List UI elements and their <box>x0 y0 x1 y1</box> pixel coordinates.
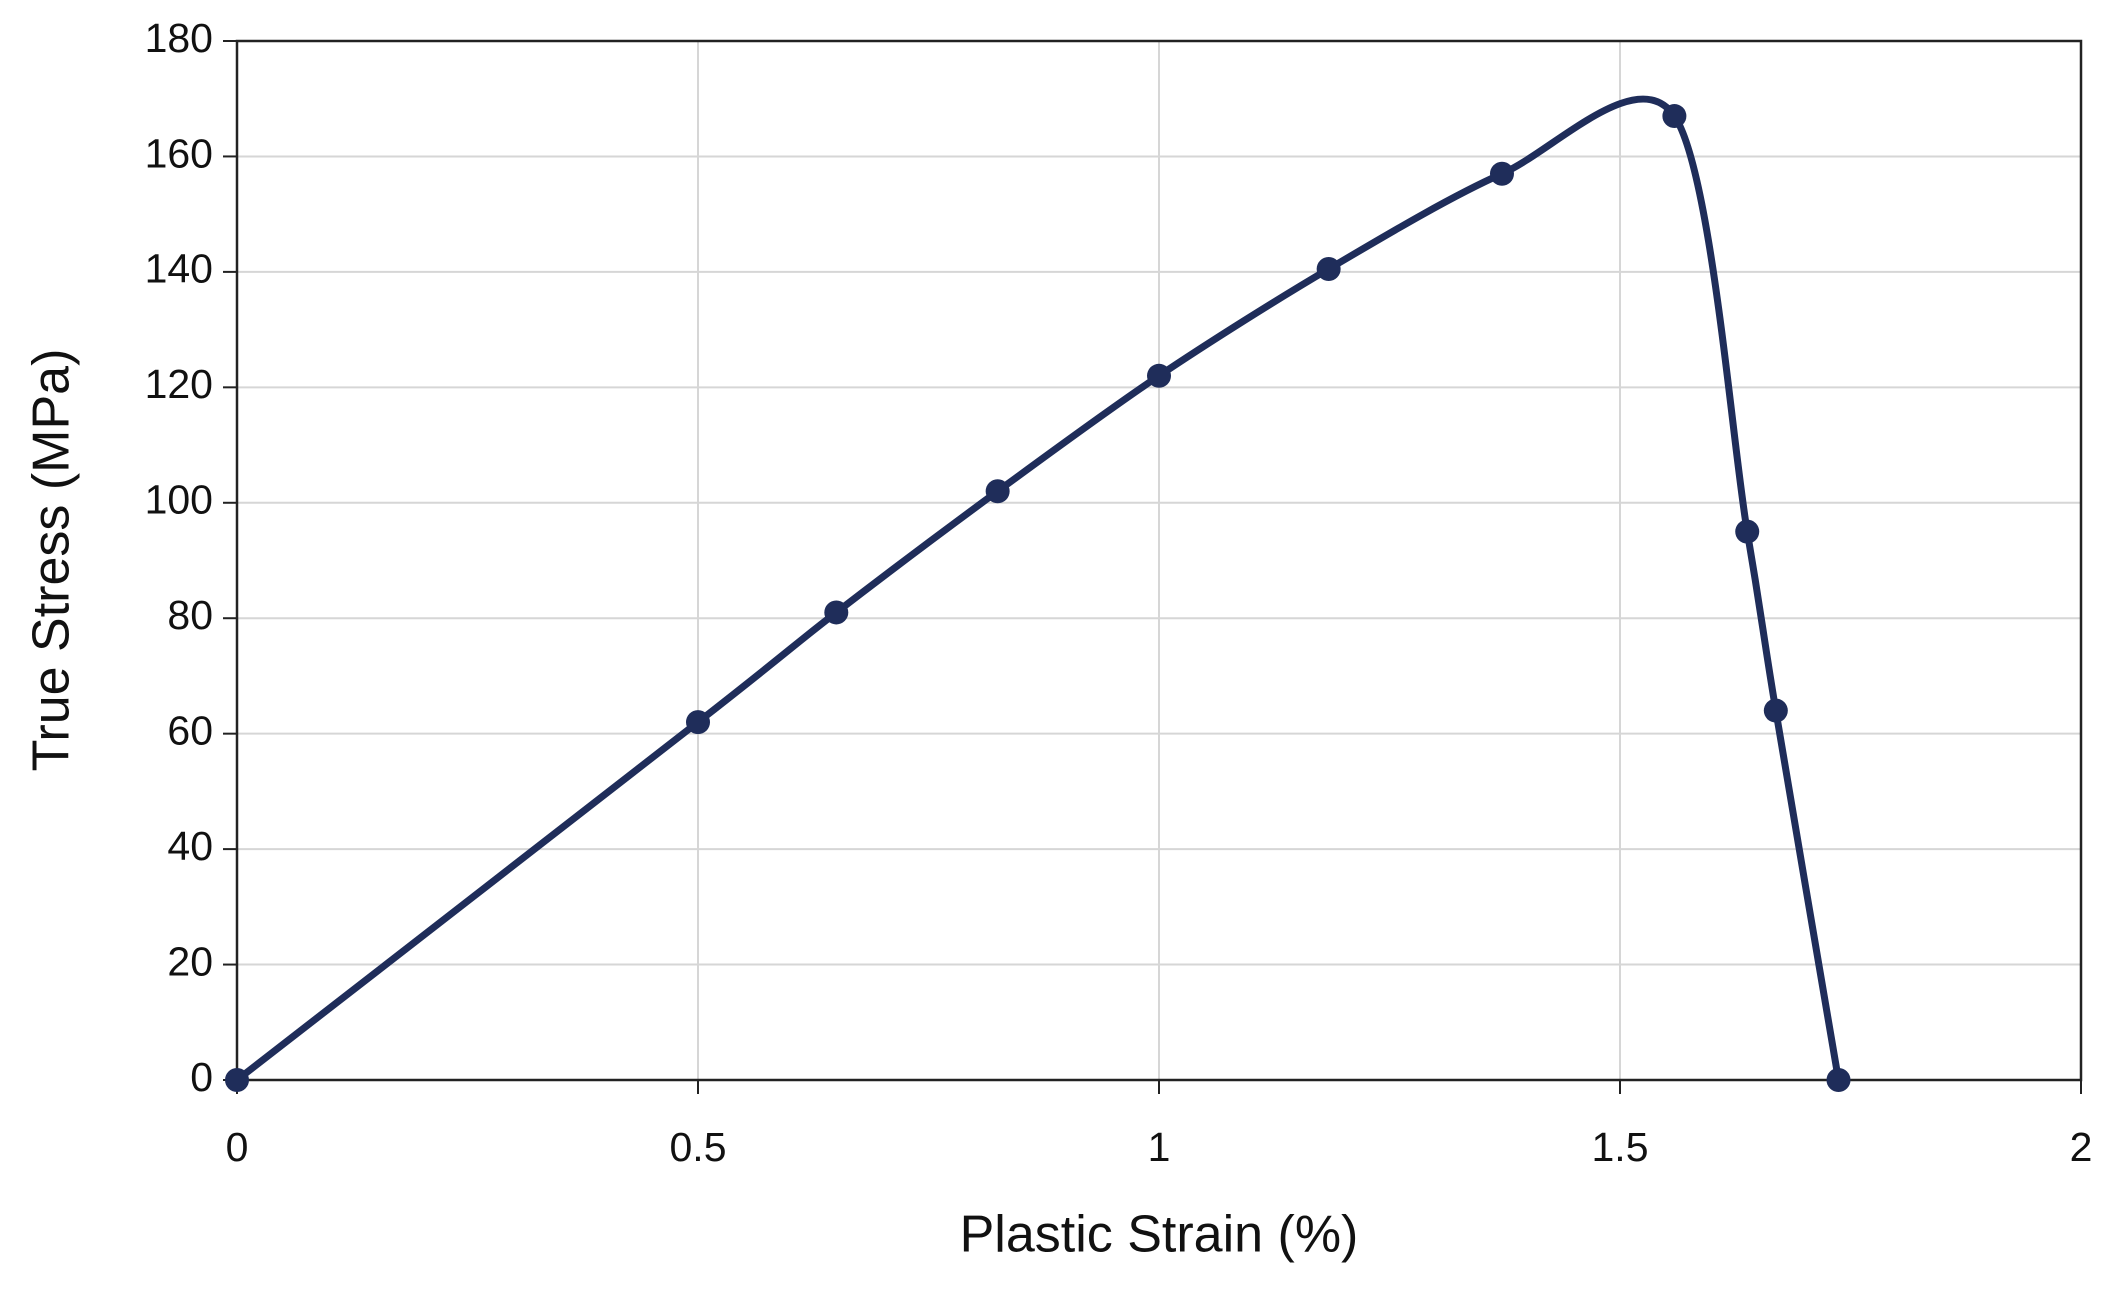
series-line <box>234 95 1842 1083</box>
y-tick-label: 0 <box>190 1054 213 1100</box>
data-point <box>1826 1068 1851 1092</box>
x-axis-title: Plastic Strain (%) <box>960 1206 1359 1264</box>
data-point <box>1316 257 1341 282</box>
x-tick-label: 0 <box>226 1124 249 1170</box>
data-point <box>985 479 1010 504</box>
y-tick-label: 160 <box>145 130 213 176</box>
data-point <box>1763 698 1788 723</box>
y-tick-label: 100 <box>145 477 213 523</box>
y-tick-label: 20 <box>167 938 213 984</box>
y-axis-title: True Stress (MPa) <box>23 349 81 772</box>
x-tick-label: 0.5 <box>670 1124 727 1170</box>
data-point <box>686 710 710 735</box>
y-tick-label: 180 <box>145 15 213 61</box>
y-tick-label: 140 <box>145 246 213 292</box>
y-tick-label: 120 <box>145 361 213 407</box>
y-tick-label: 80 <box>167 592 213 638</box>
data-point <box>1735 519 1760 544</box>
data-point <box>225 1068 249 1092</box>
x-tick-label: 2 <box>2070 1124 2093 1170</box>
y-tick-label: 40 <box>167 823 213 869</box>
data-point <box>1662 104 1687 129</box>
x-tick-label: 1.5 <box>1592 1124 1649 1170</box>
plot-frame <box>235 39 2083 1082</box>
y-tick-label: 60 <box>167 707 213 753</box>
data-point <box>1147 363 1171 388</box>
data-point <box>824 600 849 625</box>
data-point <box>1489 161 1514 186</box>
x-tick-label: 1 <box>1148 1124 1171 1170</box>
